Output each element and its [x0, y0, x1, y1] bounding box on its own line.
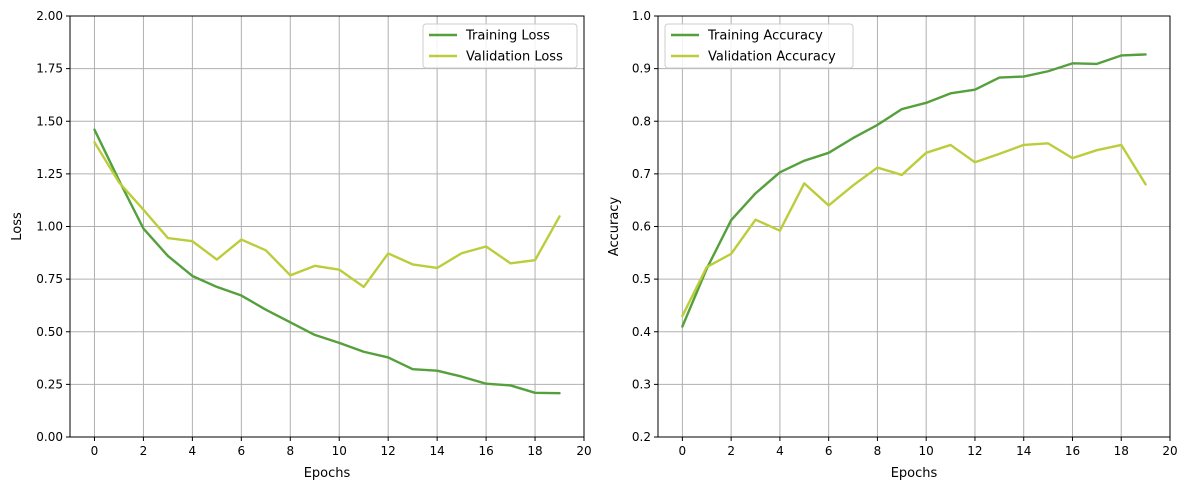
- legend-label: Validation Loss: [466, 50, 563, 65]
- x-tick-label: 4: [776, 444, 784, 458]
- x-tick-label: 10: [919, 444, 934, 458]
- series-line-validation-accuracy: [681, 142, 1147, 318]
- x-tick-label: 14: [1016, 444, 1031, 458]
- y-axis-label: Loss: [10, 212, 25, 241]
- y-tick-label: 1.25: [36, 167, 63, 181]
- y-tick-label: 0.9: [632, 62, 651, 76]
- loss-chart: 0 2 4 6 8 10 12 14 16 18 20 0.00 0.25 0.50 0.75 1.00 1.2…: [10, 9, 592, 481]
- legend-box: [422, 23, 578, 69]
- y-tick-label: 0.00: [36, 430, 63, 444]
- legend: Training Accuracy Validation Accuracy: [664, 23, 854, 69]
- legend-box: [664, 23, 854, 69]
- series-line-validation-loss: [93, 141, 561, 289]
- series-line-training-loss: [93, 128, 561, 395]
- x-tick-label: 18: [1114, 444, 1129, 458]
- x-axis-label: Epochs: [891, 466, 938, 481]
- x-tick-label: 12: [381, 444, 396, 458]
- x-tick-label: 2: [140, 444, 148, 458]
- y-tick-label: 0.5: [632, 272, 651, 286]
- x-tick-label: 4: [189, 444, 197, 458]
- x-tick-label: 20: [576, 444, 591, 458]
- y-tick-label: 1.00: [36, 220, 63, 234]
- x-tick-label: 8: [874, 444, 882, 458]
- legend-label: Validation Accuracy: [708, 50, 836, 65]
- x-tick-label: 12: [967, 444, 982, 458]
- y-axis-label: Accuracy: [607, 197, 622, 257]
- x-tick-label: 6: [238, 444, 246, 458]
- y-tick-label: 1.50: [36, 114, 63, 128]
- x-tick-label: 16: [1065, 444, 1080, 458]
- y-tick-label: 0.25: [36, 377, 63, 391]
- x-tick-label: 20: [1162, 444, 1177, 458]
- x-tick-label: 14: [430, 444, 445, 458]
- legend-label: Training Accuracy: [707, 29, 823, 44]
- series-line-training-accuracy: [681, 53, 1147, 328]
- x-tick-label: 18: [527, 444, 542, 458]
- x-tick-label: 0: [679, 444, 687, 458]
- y-tick-label: 1.0: [632, 9, 651, 23]
- y-tick-label: 0.50: [36, 325, 63, 339]
- y-tick-label: 1.75: [36, 62, 63, 76]
- accuracy-chart: 0 2 4 6 8 10 12 14 16 18 20 0.2 0.3 0.4 0.5 0.6 0.7 0.8 0.…: [607, 9, 1178, 481]
- y-tick-label: 0.7: [632, 167, 651, 181]
- x-tick-label: 0: [91, 444, 99, 458]
- legend-label: Training Loss: [465, 29, 550, 44]
- y-tick-label: 0.75: [36, 272, 63, 286]
- y-tick-label: 0.2: [632, 430, 651, 444]
- y-tick-label: 0.4: [632, 325, 651, 339]
- x-tick-label: 16: [478, 444, 493, 458]
- x-axis-label: Epochs: [304, 466, 351, 481]
- x-tick-label: 6: [825, 444, 833, 458]
- x-tick-label: 2: [727, 444, 735, 458]
- x-tick-label: 10: [332, 444, 347, 458]
- y-tick-label: 0.3: [632, 377, 651, 391]
- y-tick-label: 0.6: [632, 220, 651, 234]
- x-tick-label: 8: [286, 444, 294, 458]
- y-tick-label: 2.00: [36, 9, 63, 23]
- y-tick-label: 0.8: [632, 114, 651, 128]
- legend: Training Loss Validation Loss: [422, 23, 578, 69]
